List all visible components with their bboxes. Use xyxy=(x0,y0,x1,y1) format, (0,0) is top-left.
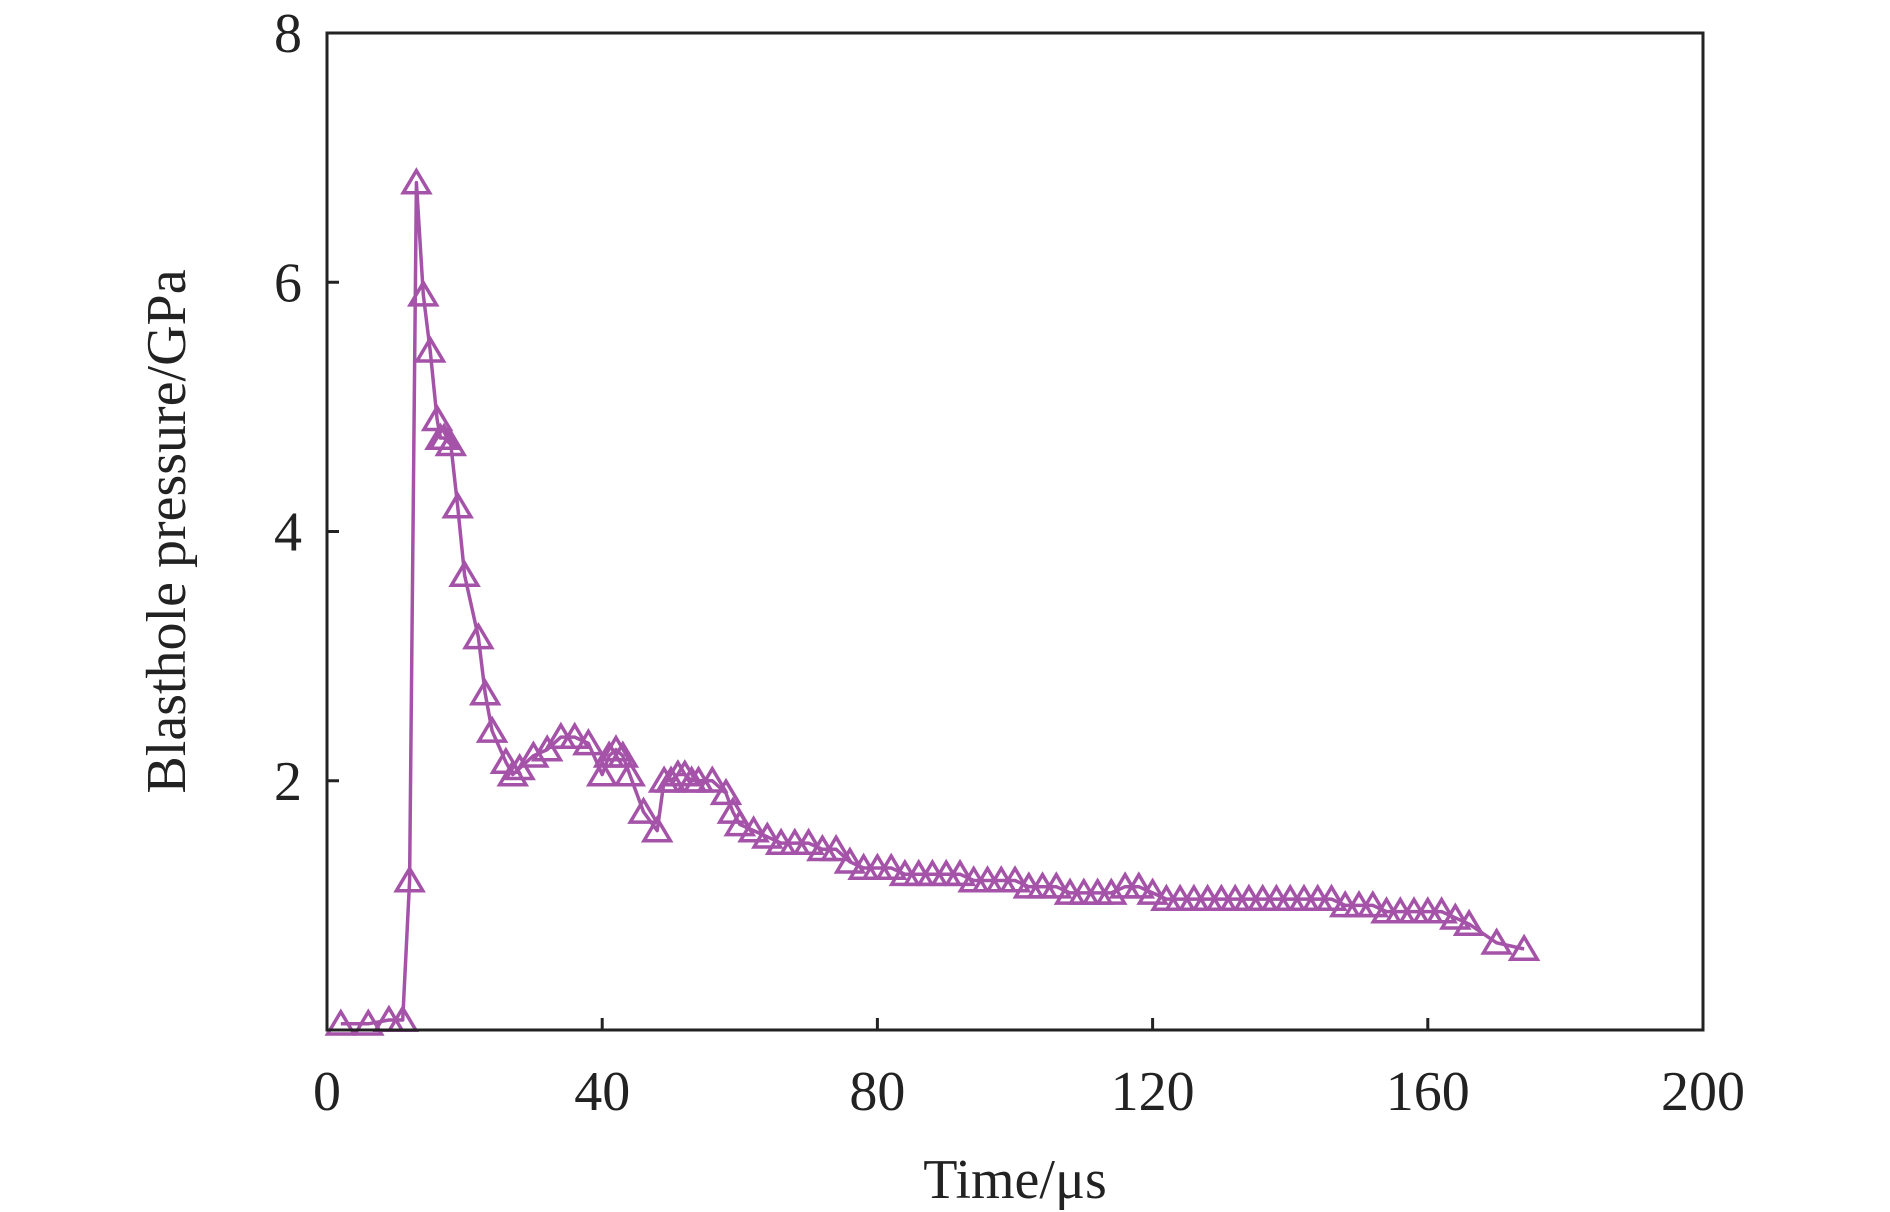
data-point-marker xyxy=(1425,896,1458,924)
data-point-marker xyxy=(654,765,688,793)
data-point-marker xyxy=(640,815,674,843)
data-point-marker xyxy=(696,765,729,793)
data-point-marker xyxy=(468,678,502,706)
data-point-marker xyxy=(427,422,461,450)
x-axis-label: Time/μs xyxy=(923,1149,1107,1211)
data-point-marker xyxy=(393,865,426,893)
x-axis-ticks: 0 40 80 120 160 200 xyxy=(313,1018,1745,1123)
y-tick-label: 2 xyxy=(274,751,302,813)
data-point-marker xyxy=(792,827,825,856)
data-point-marker xyxy=(998,865,1032,893)
data-point-marker xyxy=(943,858,977,887)
data-point-marker xyxy=(833,846,867,874)
data-point-marker xyxy=(585,759,619,787)
data-point-marker xyxy=(1439,902,1472,930)
y-tick-label: 4 xyxy=(274,502,302,564)
data-point-marker xyxy=(751,821,784,849)
data-point-marker xyxy=(874,852,908,880)
data-point-marker xyxy=(613,759,646,787)
data-point-marker xyxy=(1480,927,1513,955)
data-point-marker xyxy=(1122,871,1156,899)
data-point-marker xyxy=(475,715,509,743)
data-point-marker xyxy=(1040,871,1073,899)
x-tick-label: 200 xyxy=(1661,1061,1745,1123)
data-point-marker xyxy=(462,621,495,650)
data-point-marker xyxy=(434,428,468,457)
series-line xyxy=(340,180,1525,1026)
data-point-marker xyxy=(668,759,702,787)
data-point-marker xyxy=(1136,877,1169,905)
y-tick-label: 8 xyxy=(274,3,302,65)
data-point-marker xyxy=(407,279,440,307)
data-point-marker xyxy=(627,796,660,824)
data-point-marker xyxy=(599,734,633,762)
data-point-marker xyxy=(1452,908,1486,937)
data-point-marker xyxy=(558,721,591,750)
y-tick-label: 6 xyxy=(274,252,302,314)
x-tick-label: 160 xyxy=(1386,1061,1470,1123)
data-point-marker xyxy=(819,833,853,862)
data-point-marker xyxy=(723,808,757,837)
data-point-marker xyxy=(1356,889,1390,918)
data-point-marker xyxy=(1095,877,1128,905)
x-tick-label: 120 xyxy=(1111,1061,1195,1123)
data-point-marker xyxy=(441,491,474,519)
data-point-marker xyxy=(1315,883,1348,912)
data-point-marker xyxy=(517,740,550,768)
data-point-marker xyxy=(352,1008,385,1036)
data-point-marker xyxy=(606,740,640,768)
plot-marks xyxy=(324,167,1541,1036)
x-tick-label: 0 xyxy=(313,1061,341,1123)
x-tick-label: 80 xyxy=(849,1061,905,1123)
data-point-marker xyxy=(737,815,770,843)
data-point-marker xyxy=(709,777,743,806)
x-tick-label: 40 xyxy=(574,1061,630,1123)
data-point-marker xyxy=(413,335,447,363)
data-point-marker xyxy=(572,727,605,756)
y-axis-ticks: 2 4 6 8 xyxy=(274,3,339,813)
data-point-marker xyxy=(448,559,481,588)
data-point-marker xyxy=(400,167,433,195)
data-point-marker xyxy=(496,759,530,787)
data-point-marker xyxy=(324,1008,358,1036)
y-axis-label: Blasthole pressure/GPa xyxy=(136,269,198,793)
data-point-marker xyxy=(1507,933,1541,961)
